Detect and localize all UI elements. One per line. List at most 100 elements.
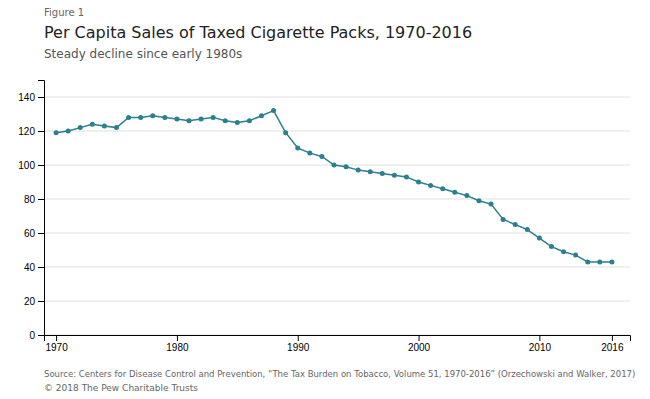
y-tick-label: 80 <box>24 194 36 205</box>
point <box>489 202 494 207</box>
point <box>199 117 204 122</box>
x-tick-mark <box>612 335 613 341</box>
point <box>452 190 457 195</box>
y-tick: 0 <box>29 330 44 341</box>
point <box>609 259 614 264</box>
grid-line <box>44 301 630 302</box>
y-tick: 20 <box>24 296 44 307</box>
y-tick-mark <box>38 267 44 268</box>
point <box>90 122 95 127</box>
x-tick-mark <box>298 335 299 341</box>
point <box>380 171 385 176</box>
x-tick: 1970 <box>45 335 68 353</box>
point <box>368 169 373 174</box>
point <box>513 222 518 227</box>
point <box>174 117 179 122</box>
point <box>501 217 506 222</box>
point <box>66 129 71 134</box>
y-tick-label: 20 <box>24 296 36 307</box>
y-tick-mark <box>38 233 44 234</box>
point <box>549 244 554 249</box>
y-tick-label: 40 <box>24 262 36 273</box>
x-tick: 1990 <box>287 335 310 353</box>
x-tick-label: 2016 <box>601 342 624 353</box>
grid <box>44 97 630 335</box>
point <box>319 154 324 159</box>
point <box>162 115 167 120</box>
figure-label: Figure 1 <box>44 7 84 18</box>
copyright: © 2018 The Pew Charitable Trusts <box>44 383 198 393</box>
grid-line <box>44 199 630 200</box>
point <box>537 236 542 241</box>
y-tick-mark <box>38 335 44 336</box>
point <box>114 125 119 130</box>
y-tick-mark <box>38 199 44 200</box>
y-tick-label: 100 <box>18 160 35 171</box>
point <box>150 113 155 118</box>
y-tick-mark <box>38 301 44 302</box>
x-tick: 2010 <box>529 335 552 353</box>
y-tick: 120 <box>18 126 44 137</box>
point <box>211 115 216 120</box>
point <box>561 249 566 254</box>
point <box>235 120 240 125</box>
title: Per Capita Sales of Taxed Cigarette Pack… <box>44 23 472 42</box>
y-tick-label: 60 <box>24 228 36 239</box>
chart: Figure 1 Per Capita Sales of Taxed Cigare… <box>0 0 650 399</box>
y-tick-label: 0 <box>29 330 35 341</box>
y-tick: 100 <box>18 160 44 171</box>
y-tick: 140 <box>18 92 44 103</box>
point <box>283 130 288 135</box>
y-tick: 80 <box>24 194 44 205</box>
x-tick: 2016 <box>601 335 624 353</box>
grid-line <box>44 267 630 268</box>
marks <box>54 108 615 264</box>
point <box>295 146 300 151</box>
point <box>138 115 143 120</box>
point <box>186 118 191 123</box>
point <box>102 123 107 128</box>
point <box>223 118 228 123</box>
point <box>525 227 530 232</box>
x-axis-line <box>45 336 631 342</box>
y-tick-label: 140 <box>18 92 35 103</box>
point <box>356 168 361 173</box>
x-tick: 1980 <box>166 335 189 353</box>
y-tick-mark <box>38 131 44 132</box>
x-tick-mark <box>419 335 420 341</box>
x-tick-label: 1980 <box>166 342 189 353</box>
point <box>440 186 445 191</box>
point <box>247 118 252 123</box>
point <box>464 193 469 198</box>
x-tick-label: 1990 <box>287 342 310 353</box>
subtitle: Steady decline since early 1980s <box>44 47 242 61</box>
grid-line <box>44 97 630 98</box>
y-tick-mark <box>38 97 44 98</box>
y-tick: 60 <box>24 228 44 239</box>
grid-line <box>44 233 630 234</box>
point <box>331 163 336 168</box>
point <box>476 198 481 203</box>
x-tick-label: 2010 <box>529 342 552 353</box>
point <box>585 259 590 264</box>
x-tick-label: 1970 <box>45 342 68 353</box>
point <box>416 180 421 185</box>
point <box>392 173 397 178</box>
x-tick-mark <box>177 335 178 341</box>
x-tick-label: 2000 <box>408 342 431 353</box>
y-tick-label: 120 <box>18 126 35 137</box>
point <box>344 164 349 169</box>
point <box>259 113 264 118</box>
x-axis: 1970 1980 1990 2000 2010 2016 <box>45 335 631 353</box>
line <box>56 111 612 262</box>
point <box>54 130 59 135</box>
y-tick: 40 <box>24 262 44 273</box>
x-tick: 2000 <box>408 335 431 353</box>
source: Source: Centers for Disease Control and … <box>44 369 635 379</box>
point <box>271 108 276 113</box>
plot-area: 1970 1980 1990 2000 2010 2016 0 20 40 60 80 100 120 1… <box>18 81 630 354</box>
y-axis: 0 20 40 60 80 100 120 140 <box>18 81 44 341</box>
point <box>428 183 433 188</box>
point <box>78 125 83 130</box>
point <box>307 151 312 156</box>
